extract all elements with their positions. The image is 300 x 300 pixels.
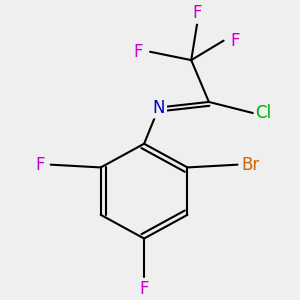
Text: F: F <box>140 280 149 298</box>
Text: F: F <box>134 43 143 61</box>
Text: Br: Br <box>241 156 260 174</box>
Text: F: F <box>192 4 202 22</box>
Text: F: F <box>231 32 240 50</box>
Text: F: F <box>35 156 45 174</box>
Text: Cl: Cl <box>256 104 272 122</box>
Text: N: N <box>153 98 165 116</box>
